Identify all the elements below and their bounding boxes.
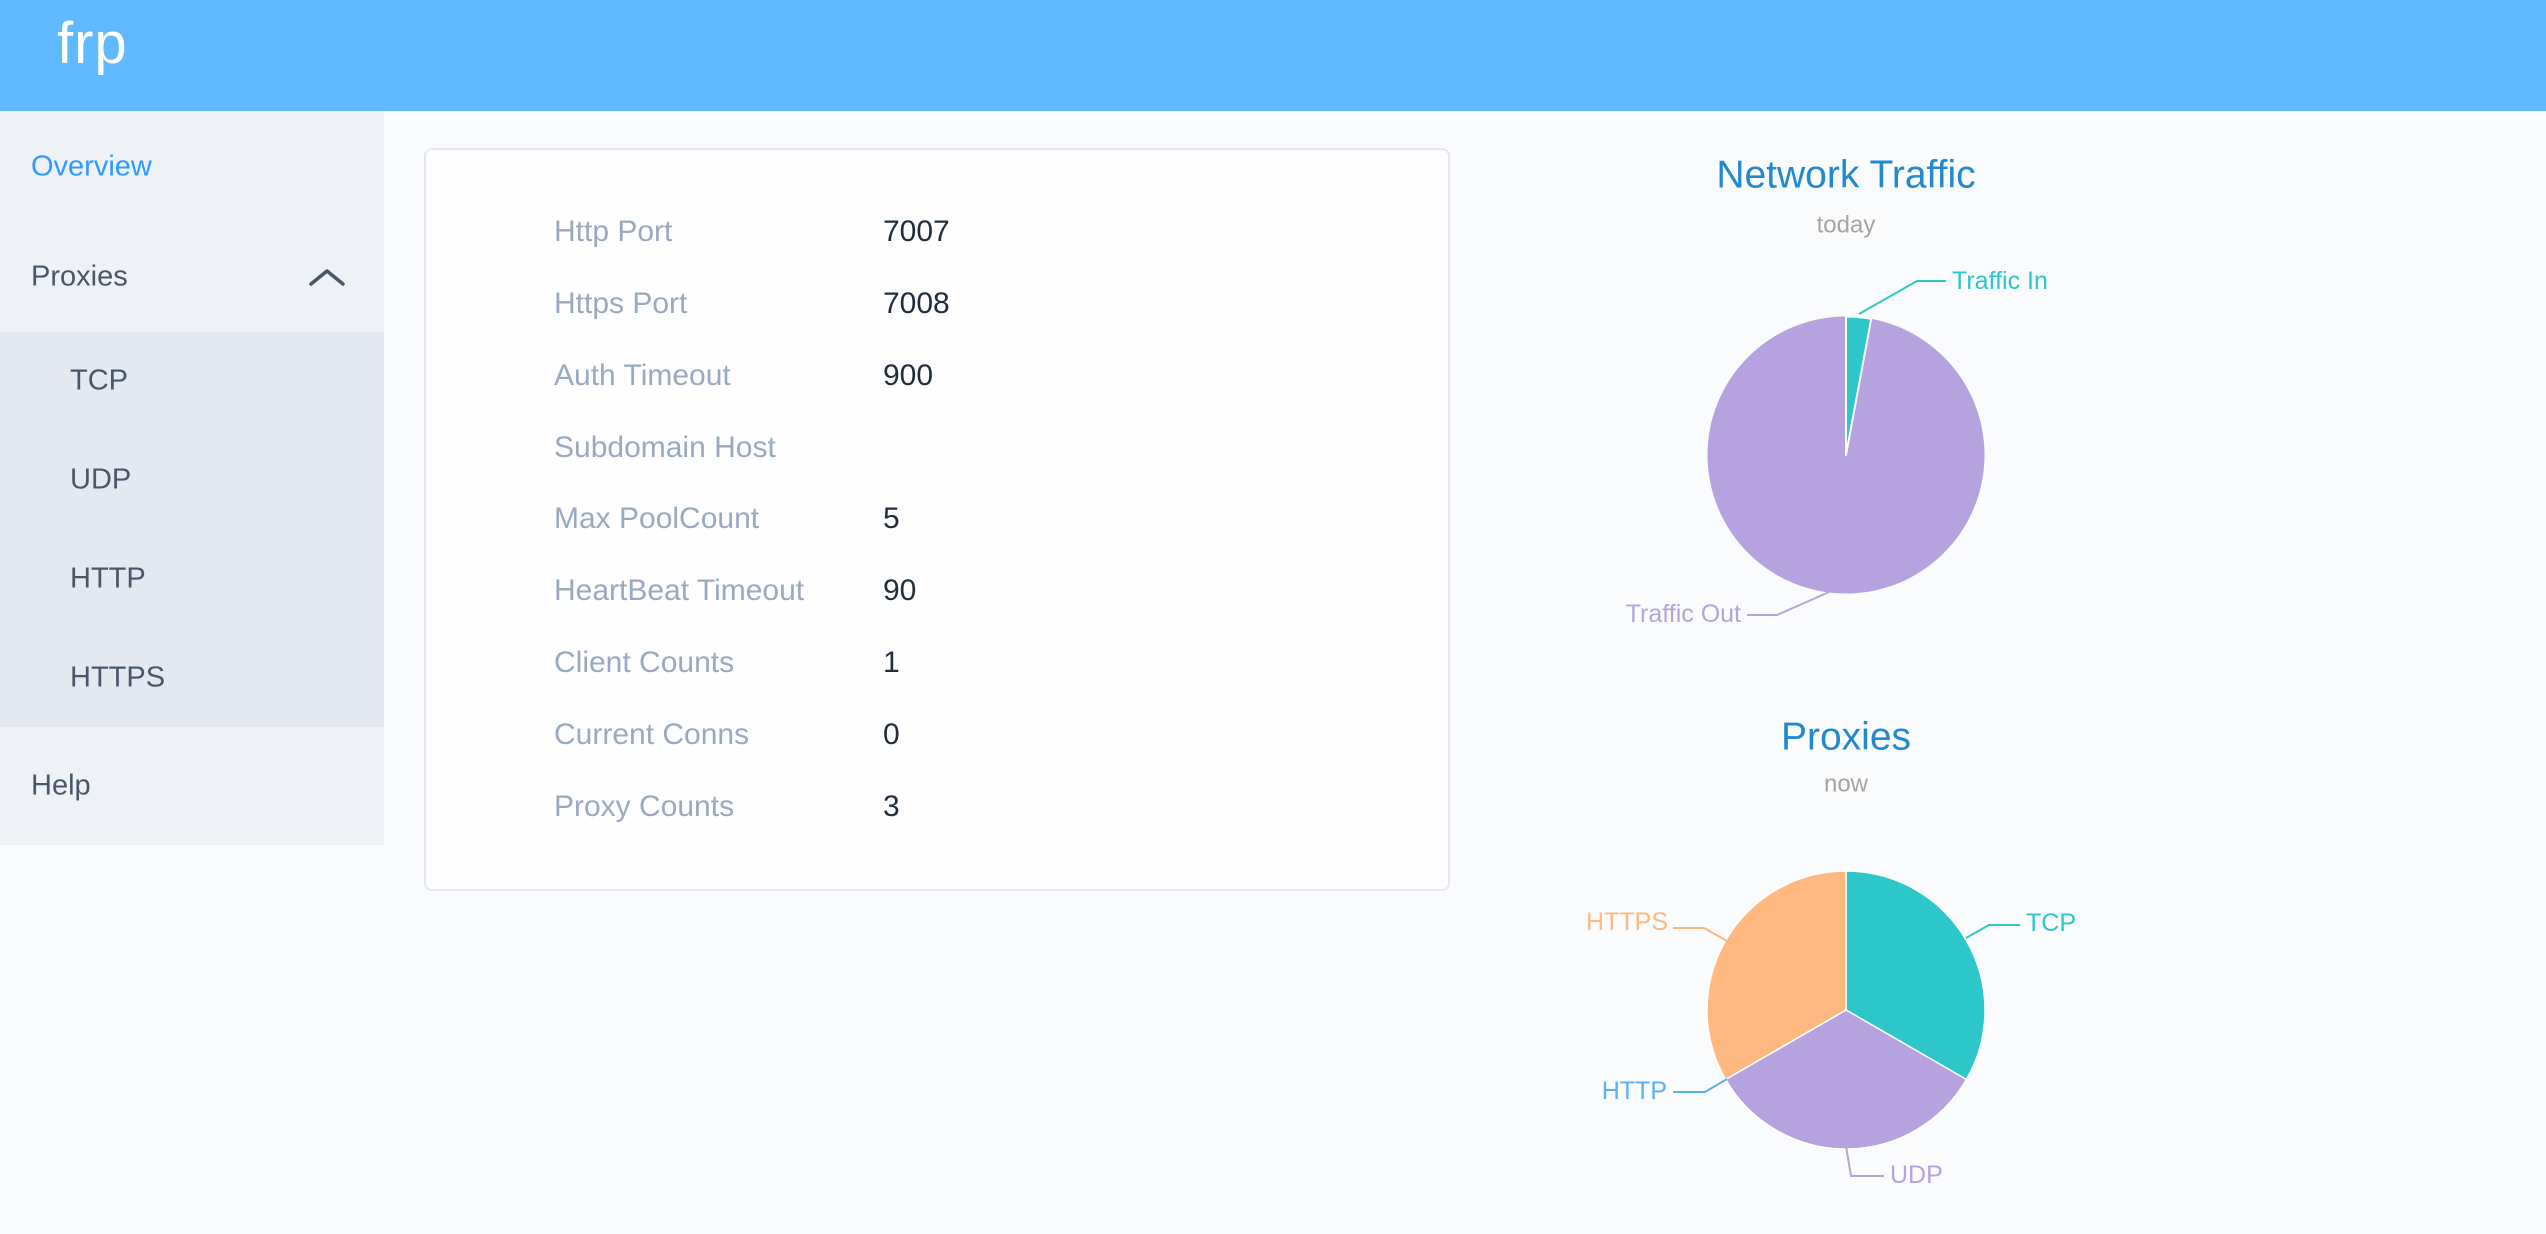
svg-text:Traffic In: Traffic In	[1952, 267, 2048, 295]
svg-text:Proxies: Proxies	[1781, 716, 1911, 759]
svg-text:UDP: UDP	[1890, 1161, 1943, 1189]
svg-text:HTTP: HTTP	[1602, 1077, 1667, 1105]
svg-text:HTTPS: HTTPS	[1586, 908, 1668, 936]
svg-text:Traffic Out: Traffic Out	[1626, 600, 1741, 628]
svg-text:TCP: TCP	[2026, 909, 2076, 937]
svg-text:Network Traffic: Network Traffic	[1716, 154, 1975, 197]
svg-text:today: today	[1817, 212, 1876, 239]
svg-text:now: now	[1824, 771, 1869, 798]
